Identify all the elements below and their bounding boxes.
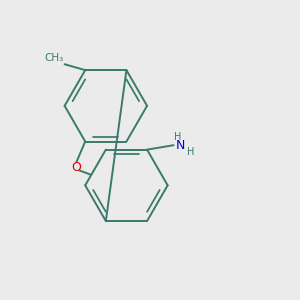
- Text: H: H: [187, 147, 194, 157]
- Text: O: O: [71, 161, 81, 174]
- Text: N: N: [176, 139, 186, 152]
- Text: CH₃: CH₃: [44, 53, 63, 63]
- Text: H: H: [174, 132, 181, 142]
